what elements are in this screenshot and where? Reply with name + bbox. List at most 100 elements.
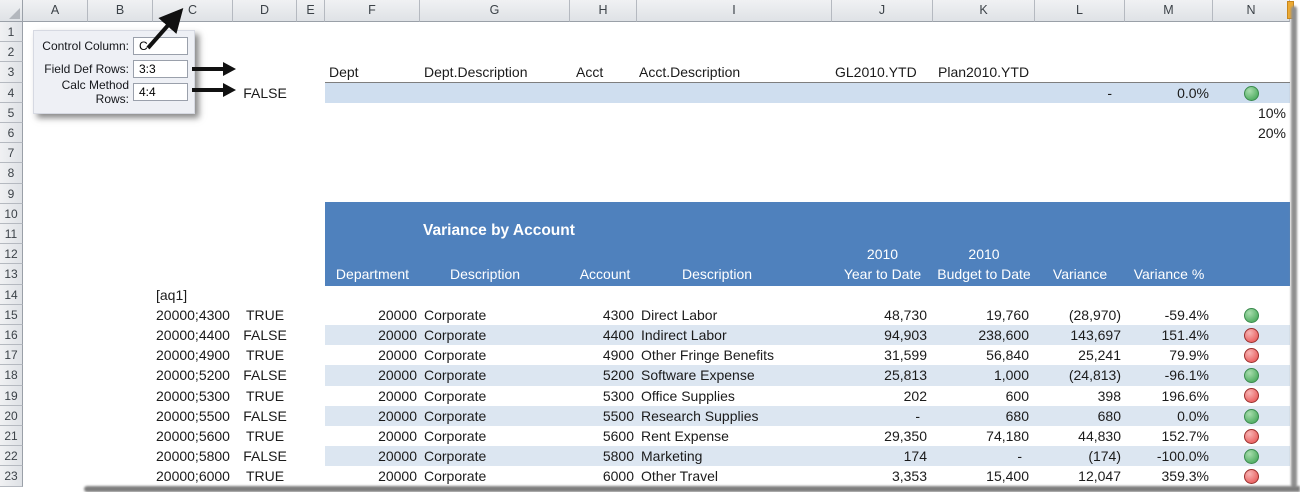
acct-cell-H16[interactable]: 4400 <box>602 327 634 343</box>
dept-cell-F22[interactable]: 20000 <box>378 448 417 465</box>
control-cell-C22[interactable]: 20000;5800 <box>156 448 230 465</box>
acct-cell-H19[interactable]: 5300 <box>602 387 634 404</box>
report-header-description1[interactable]: Description <box>449 266 521 283</box>
variance-pct-cell-M22[interactable]: -100.0% <box>1156 448 1209 465</box>
control-cell-C19[interactable]: 20000;5300 <box>156 387 230 404</box>
flag-cell-D20[interactable]: FALSE <box>243 407 287 424</box>
control-cell-C18[interactable]: 20000;5200 <box>156 367 230 384</box>
calc-method-amount[interactable]: - <box>1107 84 1112 101</box>
variance-cell-L21[interactable]: 44,830 <box>1078 428 1121 444</box>
field-def-rows-input[interactable] <box>133 59 188 78</box>
row-header-22[interactable]: 22 <box>0 446 23 467</box>
report-header-budget[interactable]: 2010 Budget to Date <box>933 244 1035 284</box>
dept-desc-cell-G22[interactable]: Corporate <box>424 448 487 465</box>
column-header-F[interactable]: F <box>325 0 420 22</box>
field-def-gl-ytd[interactable]: GL2010.YTD <box>835 64 917 81</box>
dept-desc-cell-G19[interactable]: Corporate <box>424 387 487 404</box>
row-header-23[interactable]: 23 <box>0 466 23 487</box>
row-header-3[interactable]: 3 <box>0 62 23 83</box>
ytd-cell-J22[interactable]: 174 <box>903 448 927 465</box>
row-header-4[interactable]: 4 <box>0 82 23 103</box>
acct-desc-cell-I20[interactable]: Research Supplies <box>641 407 759 424</box>
variance-pct-cell-M15[interactable]: -59.4% <box>1164 306 1209 323</box>
row-header-1[interactable]: 1 <box>0 22 23 43</box>
dept-desc-cell-G16[interactable]: Corporate <box>424 327 487 343</box>
row-header-5[interactable]: 5 <box>0 102 23 123</box>
column-header-L[interactable]: L <box>1035 0 1125 22</box>
ytd-cell-J19[interactable]: 202 <box>903 387 927 404</box>
column-header-N[interactable]: N <box>1213 0 1290 22</box>
ytd-cell-J23[interactable]: 3,353 <box>891 468 927 485</box>
field-def-dept[interactable]: Dept <box>329 64 359 81</box>
variance-pct-cell-M23[interactable]: 359.3% <box>1161 468 1209 485</box>
field-def-plan-ytd[interactable]: Plan2010.YTD <box>938 64 1030 81</box>
budget-cell-K20[interactable]: 680 <box>1005 407 1029 424</box>
flag-cell-D19[interactable]: TRUE <box>245 387 285 404</box>
acct-desc-cell-I19[interactable]: Office Supplies <box>641 387 735 404</box>
control-cell-C16[interactable]: 20000;4400 <box>156 327 230 343</box>
flag-cell-D21[interactable]: TRUE <box>245 428 285 444</box>
column-header-K[interactable]: K <box>933 0 1035 22</box>
flag-cell-D18[interactable]: FALSE <box>243 367 287 384</box>
variance-pct-cell-M20[interactable]: 0.0% <box>1177 407 1209 424</box>
row-header-14[interactable]: 14 <box>0 284 23 305</box>
variance-cell-L20[interactable]: 680 <box>1097 407 1121 424</box>
dept-desc-cell-G15[interactable]: Corporate <box>424 306 487 323</box>
budget-cell-K17[interactable]: 56,840 <box>986 347 1029 364</box>
control-cell-C23[interactable]: 20000;6000 <box>156 468 230 485</box>
acct-desc-cell-I18[interactable]: Software Expense <box>641 367 755 384</box>
acct-desc-cell-I17[interactable]: Other Fringe Benefits <box>641 347 775 364</box>
variance-cell-L16[interactable]: 143,697 <box>1070 327 1121 343</box>
column-header-J[interactable]: J <box>832 0 933 22</box>
variance-cell-L22[interactable]: (174) <box>1088 448 1121 465</box>
ytd-cell-J16[interactable]: 94,903 <box>884 327 927 343</box>
dept-desc-cell-G18[interactable]: Corporate <box>424 367 487 384</box>
report-header-department[interactable]: Department <box>335 266 410 283</box>
dept-cell-F23[interactable]: 20000 <box>378 468 417 485</box>
row-header-19[interactable]: 19 <box>0 385 23 406</box>
acct-desc-cell-I15[interactable]: Direct Labor <box>641 306 718 323</box>
ytd-cell-J21[interactable]: 29,350 <box>884 428 927 444</box>
dept-cell-F18[interactable]: 20000 <box>378 367 417 384</box>
dept-desc-cell-G17[interactable]: Corporate <box>424 347 487 364</box>
column-header-D[interactable]: D <box>233 0 297 22</box>
budget-cell-K16[interactable]: 238,600 <box>978 327 1029 343</box>
variance-pct-cell-M21[interactable]: 152.7% <box>1161 428 1209 444</box>
budget-cell-K15[interactable]: 19,760 <box>986 306 1029 323</box>
variance-cell-L23[interactable]: 12,047 <box>1078 468 1121 485</box>
column-header-E[interactable]: E <box>297 0 325 22</box>
budget-cell-K18[interactable]: 1,000 <box>993 367 1029 384</box>
row-header-15[interactable]: 15 <box>0 304 23 325</box>
calc-method-rows-input[interactable] <box>133 82 188 101</box>
field-def-dept-description[interactable]: Dept.Description <box>424 64 528 81</box>
variance-cell-L19[interactable]: 398 <box>1097 387 1121 404</box>
column-header-M[interactable]: M <box>1125 0 1213 22</box>
report-header-variance[interactable]: Variance <box>1052 266 1108 283</box>
row-header-20[interactable]: 20 <box>0 405 23 426</box>
row-header-9[interactable]: 9 <box>0 183 23 204</box>
dept-cell-F15[interactable]: 20000 <box>378 306 417 323</box>
column-header-A[interactable]: A <box>23 0 88 22</box>
row-header-17[interactable]: 17 <box>0 345 23 366</box>
acct-desc-cell-I16[interactable]: Indirect Labor <box>641 327 727 343</box>
calc-method-flag[interactable]: FALSE <box>243 84 287 101</box>
flag-cell-D15[interactable]: TRUE <box>245 306 285 323</box>
variance-cell-L17[interactable]: 25,241 <box>1078 347 1121 364</box>
report-header-description2[interactable]: Description <box>681 266 753 283</box>
flag-cell-D17[interactable]: TRUE <box>245 347 285 364</box>
row-header-2[interactable]: 2 <box>0 42 23 63</box>
budget-cell-K23[interactable]: 15,400 <box>986 468 1029 485</box>
dept-cell-F17[interactable]: 20000 <box>378 347 417 364</box>
control-column-input[interactable] <box>133 36 188 55</box>
calc-method-percent[interactable]: 0.0% <box>1177 84 1209 101</box>
acct-cell-H23[interactable]: 6000 <box>602 468 634 485</box>
variance-pct-cell-M16[interactable]: 151.4% <box>1161 327 1209 343</box>
ytd-cell-J15[interactable]: 48,730 <box>884 306 927 323</box>
dept-desc-cell-G21[interactable]: Corporate <box>424 428 487 444</box>
field-def-acct-description[interactable]: Acct.Description <box>639 64 741 81</box>
field-def-acct[interactable]: Acct <box>576 64 604 81</box>
row-header-12[interactable]: 12 <box>0 244 23 265</box>
select-all-corner[interactable] <box>0 0 23 22</box>
acct-desc-cell-I22[interactable]: Marketing <box>641 448 703 465</box>
budget-cell-K22[interactable]: - <box>1017 448 1022 465</box>
